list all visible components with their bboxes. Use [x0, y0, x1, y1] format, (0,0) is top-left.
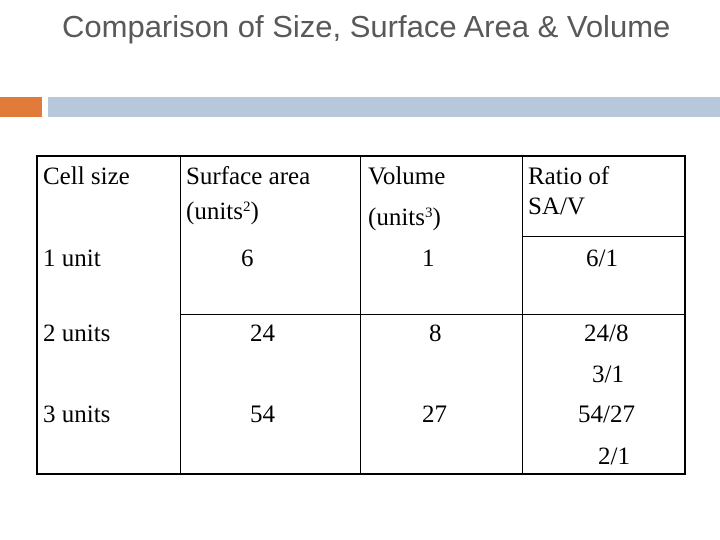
row2-surface-area: 24 — [250, 320, 275, 347]
row-rule-middle — [180, 314, 686, 315]
table-divider-1 — [180, 155, 181, 475]
row3-surface-area: 54 — [250, 401, 275, 428]
slide-title: Comparison of Size, Surface Area & Volum… — [62, 9, 671, 44]
header-volume-line1: Volume — [368, 163, 446, 190]
title-accent-bar-orange — [0, 97, 42, 117]
header-ratio-line1: Ratio of — [528, 163, 610, 190]
table-border-right — [684, 155, 686, 475]
row2-size: 2 units — [43, 320, 111, 347]
table-divider-3 — [522, 155, 523, 475]
title-accent-bar-blue — [48, 97, 720, 117]
header-surface-area-line1: Surface area — [186, 163, 311, 190]
row2-volume: 8 — [429, 320, 442, 347]
header-volume: Volume (units3) — [368, 162, 445, 233]
row3-ratio-simplified: 2/1 — [598, 443, 630, 470]
row3-ratio: 54/27 — [578, 401, 635, 428]
row1-ratio: 6/1 — [586, 245, 618, 272]
row1-volume: 1 — [422, 245, 435, 272]
header-surface-area-line2: (units2) — [186, 198, 259, 225]
row3-volume: 27 — [422, 401, 447, 428]
row3-size: 3 units — [43, 401, 111, 428]
row1-surface-area: 6 — [241, 245, 254, 272]
row2-ratio-simplified: 3/1 — [592, 361, 624, 388]
table-divider-2 — [360, 155, 361, 475]
table-border-bottom — [36, 473, 686, 475]
header-cell-size: Cell size — [43, 163, 130, 190]
table-border-left — [36, 155, 38, 475]
header-ratio: Ratio of SA/V — [528, 162, 609, 222]
row2-ratio: 24/8 — [584, 320, 629, 347]
comparison-table: Cell size Surface area (units2) Volume (… — [36, 155, 686, 475]
header-surface-area: Surface area (units2) — [186, 162, 310, 227]
table-border-top — [36, 155, 686, 157]
row1-size: 1 unit — [43, 245, 101, 272]
header-volume-line2: (units3) — [368, 204, 441, 231]
header-ratio-line2: SA/V — [528, 193, 585, 220]
header-rule-ratio — [522, 236, 686, 237]
